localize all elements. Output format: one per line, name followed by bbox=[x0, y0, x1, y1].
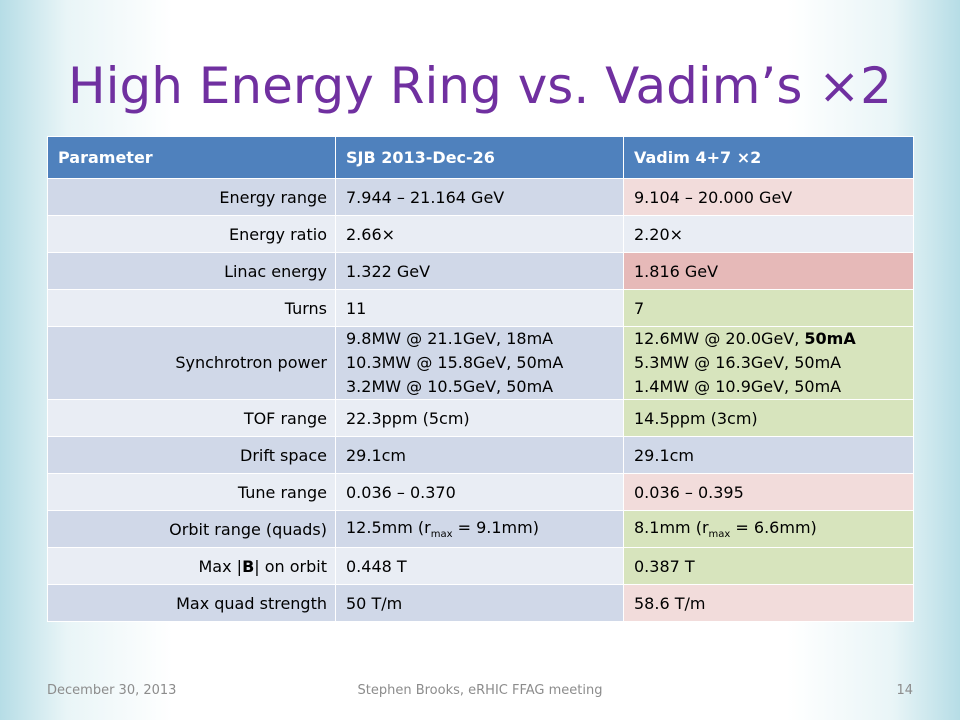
slide-title: High Energy Ring vs. Vadim’s ×2 bbox=[68, 57, 892, 115]
header-vadim: Vadim 4+7 ×2 bbox=[623, 136, 914, 179]
row-label: Max quad strength bbox=[47, 584, 336, 622]
table-row: Turns 11 7 bbox=[47, 289, 914, 327]
sjb-cell: 9.8MW @ 21.1GeV, 18mA 10.3MW @ 15.8GeV, … bbox=[335, 326, 624, 400]
row-label: Orbit range (quads) bbox=[47, 510, 336, 548]
vadim-line: 5.3MW @ 16.3GeV, 50mA bbox=[634, 353, 842, 372]
sjb-cell: 12.5mm (rmax = 9.1mm) bbox=[335, 510, 624, 548]
table-row: Energy range 7.944 – 21.164 GeV 9.104 – … bbox=[47, 178, 914, 216]
row-label: Energy ratio bbox=[47, 215, 336, 253]
row-label: Tune range bbox=[47, 473, 336, 511]
sjb-cell: 7.944 – 21.164 GeV bbox=[335, 178, 624, 216]
vadim-cell: 0.387 T bbox=[623, 547, 914, 585]
table-row: Max quad strength 50 T/m 58.6 T/m bbox=[47, 584, 914, 622]
vadim-cell: 29.1cm bbox=[623, 436, 914, 474]
sjb-line: 9.8MW @ 21.1GeV, 18mA bbox=[346, 329, 554, 348]
row-label: Linac energy bbox=[47, 252, 336, 290]
row-label: TOF range bbox=[47, 399, 336, 437]
sjb-cell: 0.036 – 0.370 bbox=[335, 473, 624, 511]
row-label: Max |B| on orbit bbox=[47, 547, 336, 585]
sjb-cell: 50 T/m bbox=[335, 584, 624, 622]
sjb-line: 10.3MW @ 15.8GeV, 50mA bbox=[346, 353, 564, 372]
table-header-row: Parameter SJB 2013-Dec-26 Vadim 4+7 ×2 bbox=[47, 136, 914, 179]
vadim-line: 12.6MW @ 20.0GeV, 50mA bbox=[634, 329, 856, 348]
row-label: Synchrotron power bbox=[47, 326, 336, 400]
vadim-cell: 1.816 GeV bbox=[623, 252, 914, 290]
sjb-cell: 2.66× bbox=[335, 215, 624, 253]
sjb-cell: 22.3ppm (5cm) bbox=[335, 399, 624, 437]
table-row: Orbit range (quads) 12.5mm (rmax = 9.1mm… bbox=[47, 510, 914, 548]
sjb-cell: 1.322 GeV bbox=[335, 252, 624, 290]
vadim-cell: 0.036 – 0.395 bbox=[623, 473, 914, 511]
vadim-cell: 58.6 T/m bbox=[623, 584, 914, 622]
sjb-cell: 29.1cm bbox=[335, 436, 624, 474]
table-row: Max |B| on orbit 0.448 T 0.387 T bbox=[47, 547, 914, 585]
table-row: Energy ratio 2.66× 2.20× bbox=[47, 215, 914, 253]
footer-author: Stephen Brooks, eRHIC FFAG meeting bbox=[357, 683, 603, 698]
vadim-line: 1.4MW @ 10.9GeV, 50mA bbox=[634, 377, 842, 396]
vadim-cell: 9.104 – 20.000 GeV bbox=[623, 178, 914, 216]
row-label: Drift space bbox=[47, 436, 336, 474]
sjb-line: 3.2MW @ 10.5GeV, 50mA bbox=[346, 377, 554, 396]
header-sjb: SJB 2013-Dec-26 bbox=[335, 136, 624, 179]
row-label: Energy range bbox=[47, 178, 336, 216]
footer-page-number: 14 bbox=[896, 683, 913, 698]
vadim-cell: 8.1mm (rmax = 6.6mm) bbox=[623, 510, 914, 548]
vadim-cell: 7 bbox=[623, 289, 914, 327]
table-row: Linac energy 1.322 GeV 1.816 GeV bbox=[47, 252, 914, 290]
vadim-cell: 12.6MW @ 20.0GeV, 50mA 5.3MW @ 16.3GeV, … bbox=[623, 326, 914, 400]
table-row: Drift space 29.1cm 29.1cm bbox=[47, 436, 914, 474]
header-parameter: Parameter bbox=[47, 136, 336, 179]
vadim-cell: 14.5ppm (3cm) bbox=[623, 399, 914, 437]
footer-date: December 30, 2013 bbox=[47, 683, 177, 698]
table-row: Synchrotron power 9.8MW @ 21.1GeV, 18mA … bbox=[47, 326, 914, 400]
table-row: Tune range 0.036 – 0.370 0.036 – 0.395 bbox=[47, 473, 914, 511]
vadim-cell: 2.20× bbox=[623, 215, 914, 253]
comparison-table: Parameter SJB 2013-Dec-26 Vadim 4+7 ×2 E… bbox=[47, 136, 914, 622]
row-label: Turns bbox=[47, 289, 336, 327]
table-row: TOF range 22.3ppm (5cm) 14.5ppm (3cm) bbox=[47, 399, 914, 437]
sjb-cell: 0.448 T bbox=[335, 547, 624, 585]
sjb-cell: 11 bbox=[335, 289, 624, 327]
